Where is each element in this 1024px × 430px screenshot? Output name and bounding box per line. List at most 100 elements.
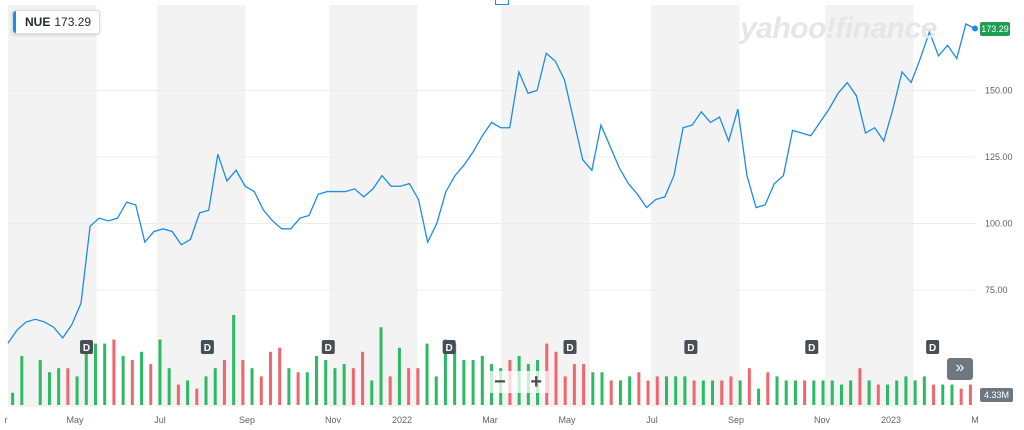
volume-bar (646, 380, 650, 405)
volume-bar (803, 380, 807, 405)
volume-bar (57, 368, 61, 405)
dividend-marker-label: D (325, 343, 332, 354)
x-tick-label: Nov (814, 415, 831, 425)
price-line (7, 23, 976, 344)
volume-bar (582, 364, 586, 405)
volume-bar (830, 380, 834, 405)
ticker-legend[interactable]: NUE 173.29 (12, 10, 101, 34)
volume-bar (416, 368, 420, 405)
dividend-marker-box (442, 340, 456, 354)
dividend-marker-box (200, 340, 214, 354)
dividend-marker: D (563, 340, 577, 354)
dividend-marker: D (200, 340, 214, 354)
volume-bar (84, 343, 88, 405)
volume-bar (361, 351, 365, 405)
volume-bar (250, 368, 254, 405)
volume-bar (683, 376, 687, 405)
volume-bar (222, 360, 226, 405)
dividend-marker: D (684, 340, 698, 354)
volume-bar (941, 384, 945, 405)
volume-bar (158, 339, 162, 405)
volume-bar (305, 372, 309, 405)
volume-bar (867, 380, 871, 405)
volume-bar (628, 376, 632, 405)
volume-bar (720, 380, 724, 405)
volume-bar (296, 372, 300, 405)
zoom-out-button[interactable]: − (494, 371, 506, 393)
volume-bar (167, 368, 171, 405)
dividend-marker-label: D (204, 343, 211, 354)
dividend-marker-box (805, 340, 819, 354)
month-shading-bands (8, 5, 914, 407)
dividend-marker: D (805, 340, 819, 354)
volume-bar (793, 380, 797, 405)
month-band (8, 5, 97, 407)
month-band (329, 5, 418, 407)
volume-bar (425, 343, 429, 405)
ticker-symbol: NUE (25, 15, 51, 29)
y-tick-label: 100.00 (985, 219, 1013, 229)
volume-bar (904, 376, 908, 405)
volume-bar (232, 315, 236, 405)
y-tick-label: 75.00 (985, 285, 1008, 295)
x-tick-label: 2023 (881, 415, 901, 425)
month-band (156, 5, 246, 407)
volume-bars (11, 315, 972, 405)
volume-bar (443, 339, 447, 405)
volume-bar (563, 376, 567, 405)
volume-bar (784, 380, 788, 405)
dividend-marker-label: D (446, 343, 453, 354)
volume-bar (858, 368, 862, 405)
volume-bar (757, 388, 761, 405)
volume-bar (609, 380, 613, 405)
price-line-series (7, 23, 978, 344)
volume-bar (812, 380, 816, 405)
zoom-in-button[interactable]: + (530, 371, 542, 393)
volume-bar (407, 368, 411, 405)
volume-bar (849, 380, 853, 405)
volume-bar (20, 355, 24, 405)
volume-bar (471, 360, 475, 405)
volume-bar (886, 384, 890, 405)
x-tick-label: Jul (154, 415, 166, 425)
volume-bar (968, 384, 972, 405)
volume-bar (259, 376, 263, 405)
dividend-marker-box (563, 340, 577, 354)
dividend-marker: D (80, 340, 94, 354)
current-price-tag: 173.29 (980, 22, 1010, 36)
zoom-controls: − + (488, 371, 548, 393)
dividend-marker-label: D (83, 343, 90, 354)
volume-bar (664, 376, 668, 405)
volume-bar (453, 343, 457, 405)
volume-bar (75, 376, 79, 405)
y-tick-label: 125.00 (985, 152, 1013, 162)
volume-bar (932, 384, 936, 405)
last-price-dot (972, 25, 978, 32)
volume-bar (480, 355, 484, 405)
volume-bar (729, 376, 733, 405)
volume-bar (701, 380, 705, 405)
dividend-marker: D (926, 340, 940, 354)
volume-bar (11, 392, 15, 405)
volume-bar (738, 380, 742, 405)
volume-bar (204, 376, 208, 405)
volume-bar (821, 380, 825, 405)
volume-bar (379, 327, 383, 405)
range-handle-icon[interactable] (495, 0, 509, 5)
scroll-right-button[interactable]: » (947, 358, 973, 380)
volume-bar (268, 351, 272, 405)
dividend-marker: D (442, 340, 456, 354)
dividend-marker-label: D (566, 343, 573, 354)
volume-bar (195, 388, 199, 405)
volume-bar (674, 376, 678, 405)
volume-bar (572, 364, 576, 405)
volume-bar (278, 347, 282, 405)
volume-bar (315, 355, 319, 405)
volume-bar (895, 380, 899, 405)
volume-bar (922, 376, 926, 405)
horizontal-gridlines (8, 90, 975, 291)
volume-bar (692, 380, 696, 405)
volume-bar (333, 368, 337, 405)
